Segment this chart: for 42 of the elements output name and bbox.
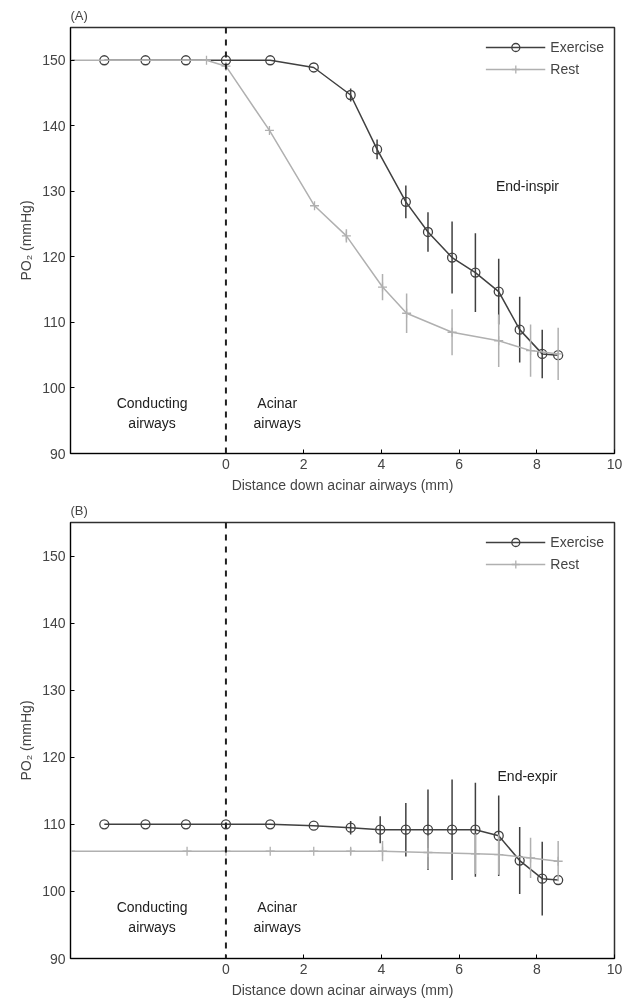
y-axis-title: PO₂ (mmHg) <box>18 200 35 281</box>
x-tick-label: 2 <box>299 960 308 977</box>
y-tick-label: 100 <box>42 379 66 396</box>
y-tick-label: 140 <box>42 615 66 632</box>
y-tick-label: 110 <box>43 816 66 833</box>
y-tick-label: 90 <box>49 950 66 967</box>
x-tick-label: 0 <box>222 455 231 472</box>
chart-title: (B) <box>70 502 88 518</box>
y-tick-label: 110 <box>43 314 66 331</box>
x-tick-label: 10 <box>606 960 623 977</box>
legend-label: Rest <box>550 556 580 572</box>
y-tick-label: 140 <box>42 117 66 134</box>
x-tick-label: 8 <box>532 960 541 977</box>
y-tick-label: 150 <box>42 52 66 69</box>
annotation: Acinar airways <box>253 395 301 431</box>
x-tick-label: 0 <box>222 960 231 977</box>
y-tick-label: 130 <box>42 183 66 200</box>
x-tick-label: 2 <box>299 455 308 472</box>
chart-title: (A) <box>70 7 88 23</box>
annotation: Acinar airways <box>253 899 301 935</box>
y-axis-title: PO₂ (mmHg) <box>18 700 35 781</box>
y-tick-label: 90 <box>49 445 66 462</box>
annotation: Conducting airways <box>116 899 188 935</box>
annotation: End-expir <box>497 767 558 784</box>
x-tick-label: 6 <box>455 455 464 472</box>
legend-label: Exercise <box>550 39 604 55</box>
y-tick-label: 130 <box>42 682 66 699</box>
legend-label: Rest <box>550 61 580 77</box>
x-tick-label: 8 <box>532 455 541 472</box>
annotation: End-inspir <box>495 178 560 195</box>
y-tick-label: 120 <box>42 749 66 766</box>
x-tick-label: 4 <box>377 960 386 977</box>
x-tick-label: 6 <box>455 960 464 977</box>
annotation: Conducting airways <box>116 395 188 431</box>
y-tick-label: 150 <box>42 548 66 565</box>
x-axis-title: Distance down acinar airways (mm) <box>231 476 454 493</box>
x-tick-label: 10 <box>606 455 623 472</box>
x-tick-label: 4 <box>377 455 386 472</box>
y-tick-label: 120 <box>42 248 66 265</box>
x-axis-title: Distance down acinar airways (mm) <box>231 981 454 998</box>
legend-label: Exercise <box>550 534 604 550</box>
y-tick-label: 100 <box>42 883 66 900</box>
